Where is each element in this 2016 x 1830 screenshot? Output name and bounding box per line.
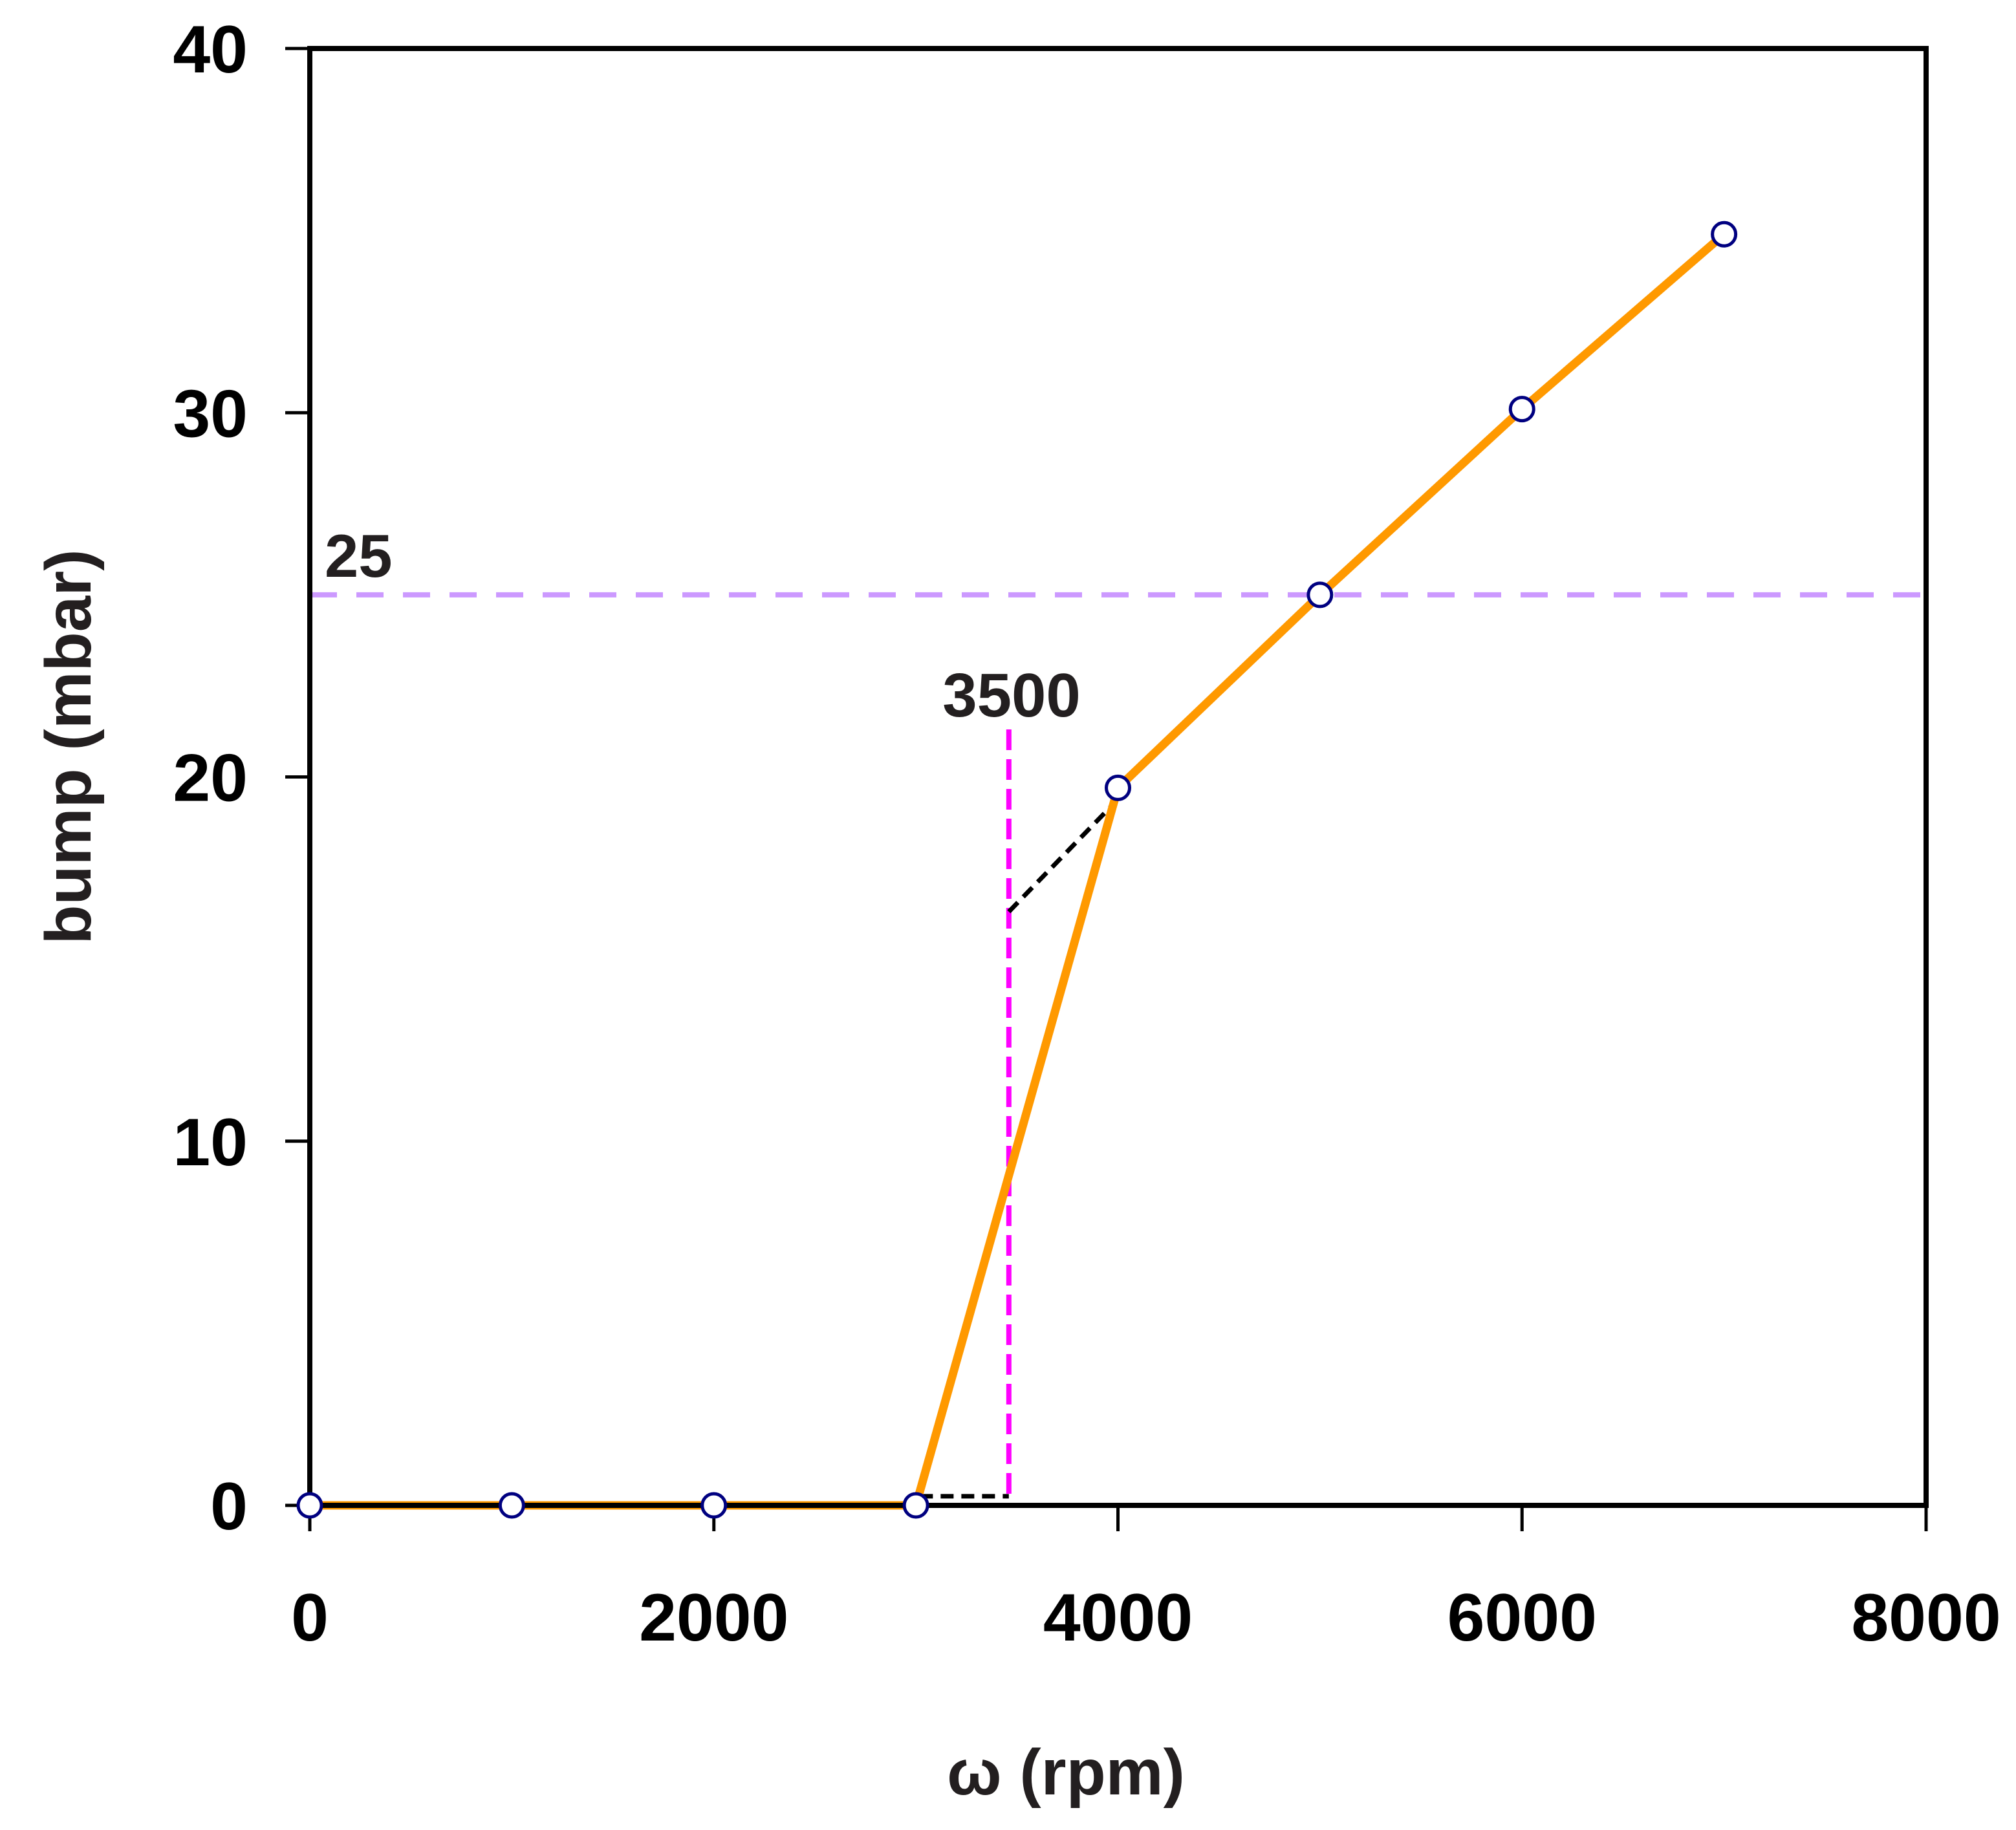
y-tick-label: 40	[173, 12, 248, 87]
x-tick-label: 0	[291, 1580, 329, 1655]
data-point-marker	[1711, 221, 1738, 248]
tangent-dashed-line	[1007, 801, 1117, 914]
data-series	[310, 231, 1727, 1510]
reference-label-3500: 3500	[942, 661, 1081, 730]
y-axis-title: bump (mbar)	[32, 549, 105, 944]
data-point-marker	[296, 1492, 323, 1519]
data-point-marker	[1508, 396, 1535, 423]
data-point-marker	[1306, 581, 1334, 608]
data-point-marker	[902, 1492, 929, 1519]
extrapolation-lines	[920, 801, 1117, 1499]
x-tick-label: 4000	[1043, 1580, 1193, 1655]
x-tick-label: 6000	[1447, 1580, 1597, 1655]
data-point-marker	[498, 1492, 525, 1519]
data-point-marker	[700, 1492, 728, 1519]
x-tick-label: 8000	[1851, 1580, 2000, 1655]
data-point-marker	[1105, 774, 1131, 801]
y-tick-label: 30	[173, 376, 248, 451]
x-tick-label: 2000	[639, 1580, 788, 1655]
x-axis-title: ω (rpm)	[947, 1736, 1185, 1809]
y-tick-label: 20	[173, 741, 248, 816]
tick-labels: 0 10 20 30 40 0 2000 4000 6000 8000	[173, 12, 2000, 1655]
series-line	[310, 231, 1727, 1510]
annotations: 25 3500	[325, 522, 1081, 730]
data-markers	[296, 221, 1738, 1519]
reference-lines	[310, 592, 1926, 1505]
y-tick-label: 0	[210, 1469, 248, 1544]
y-tick-label: 10	[173, 1105, 248, 1180]
reference-label-25: 25	[325, 522, 393, 590]
